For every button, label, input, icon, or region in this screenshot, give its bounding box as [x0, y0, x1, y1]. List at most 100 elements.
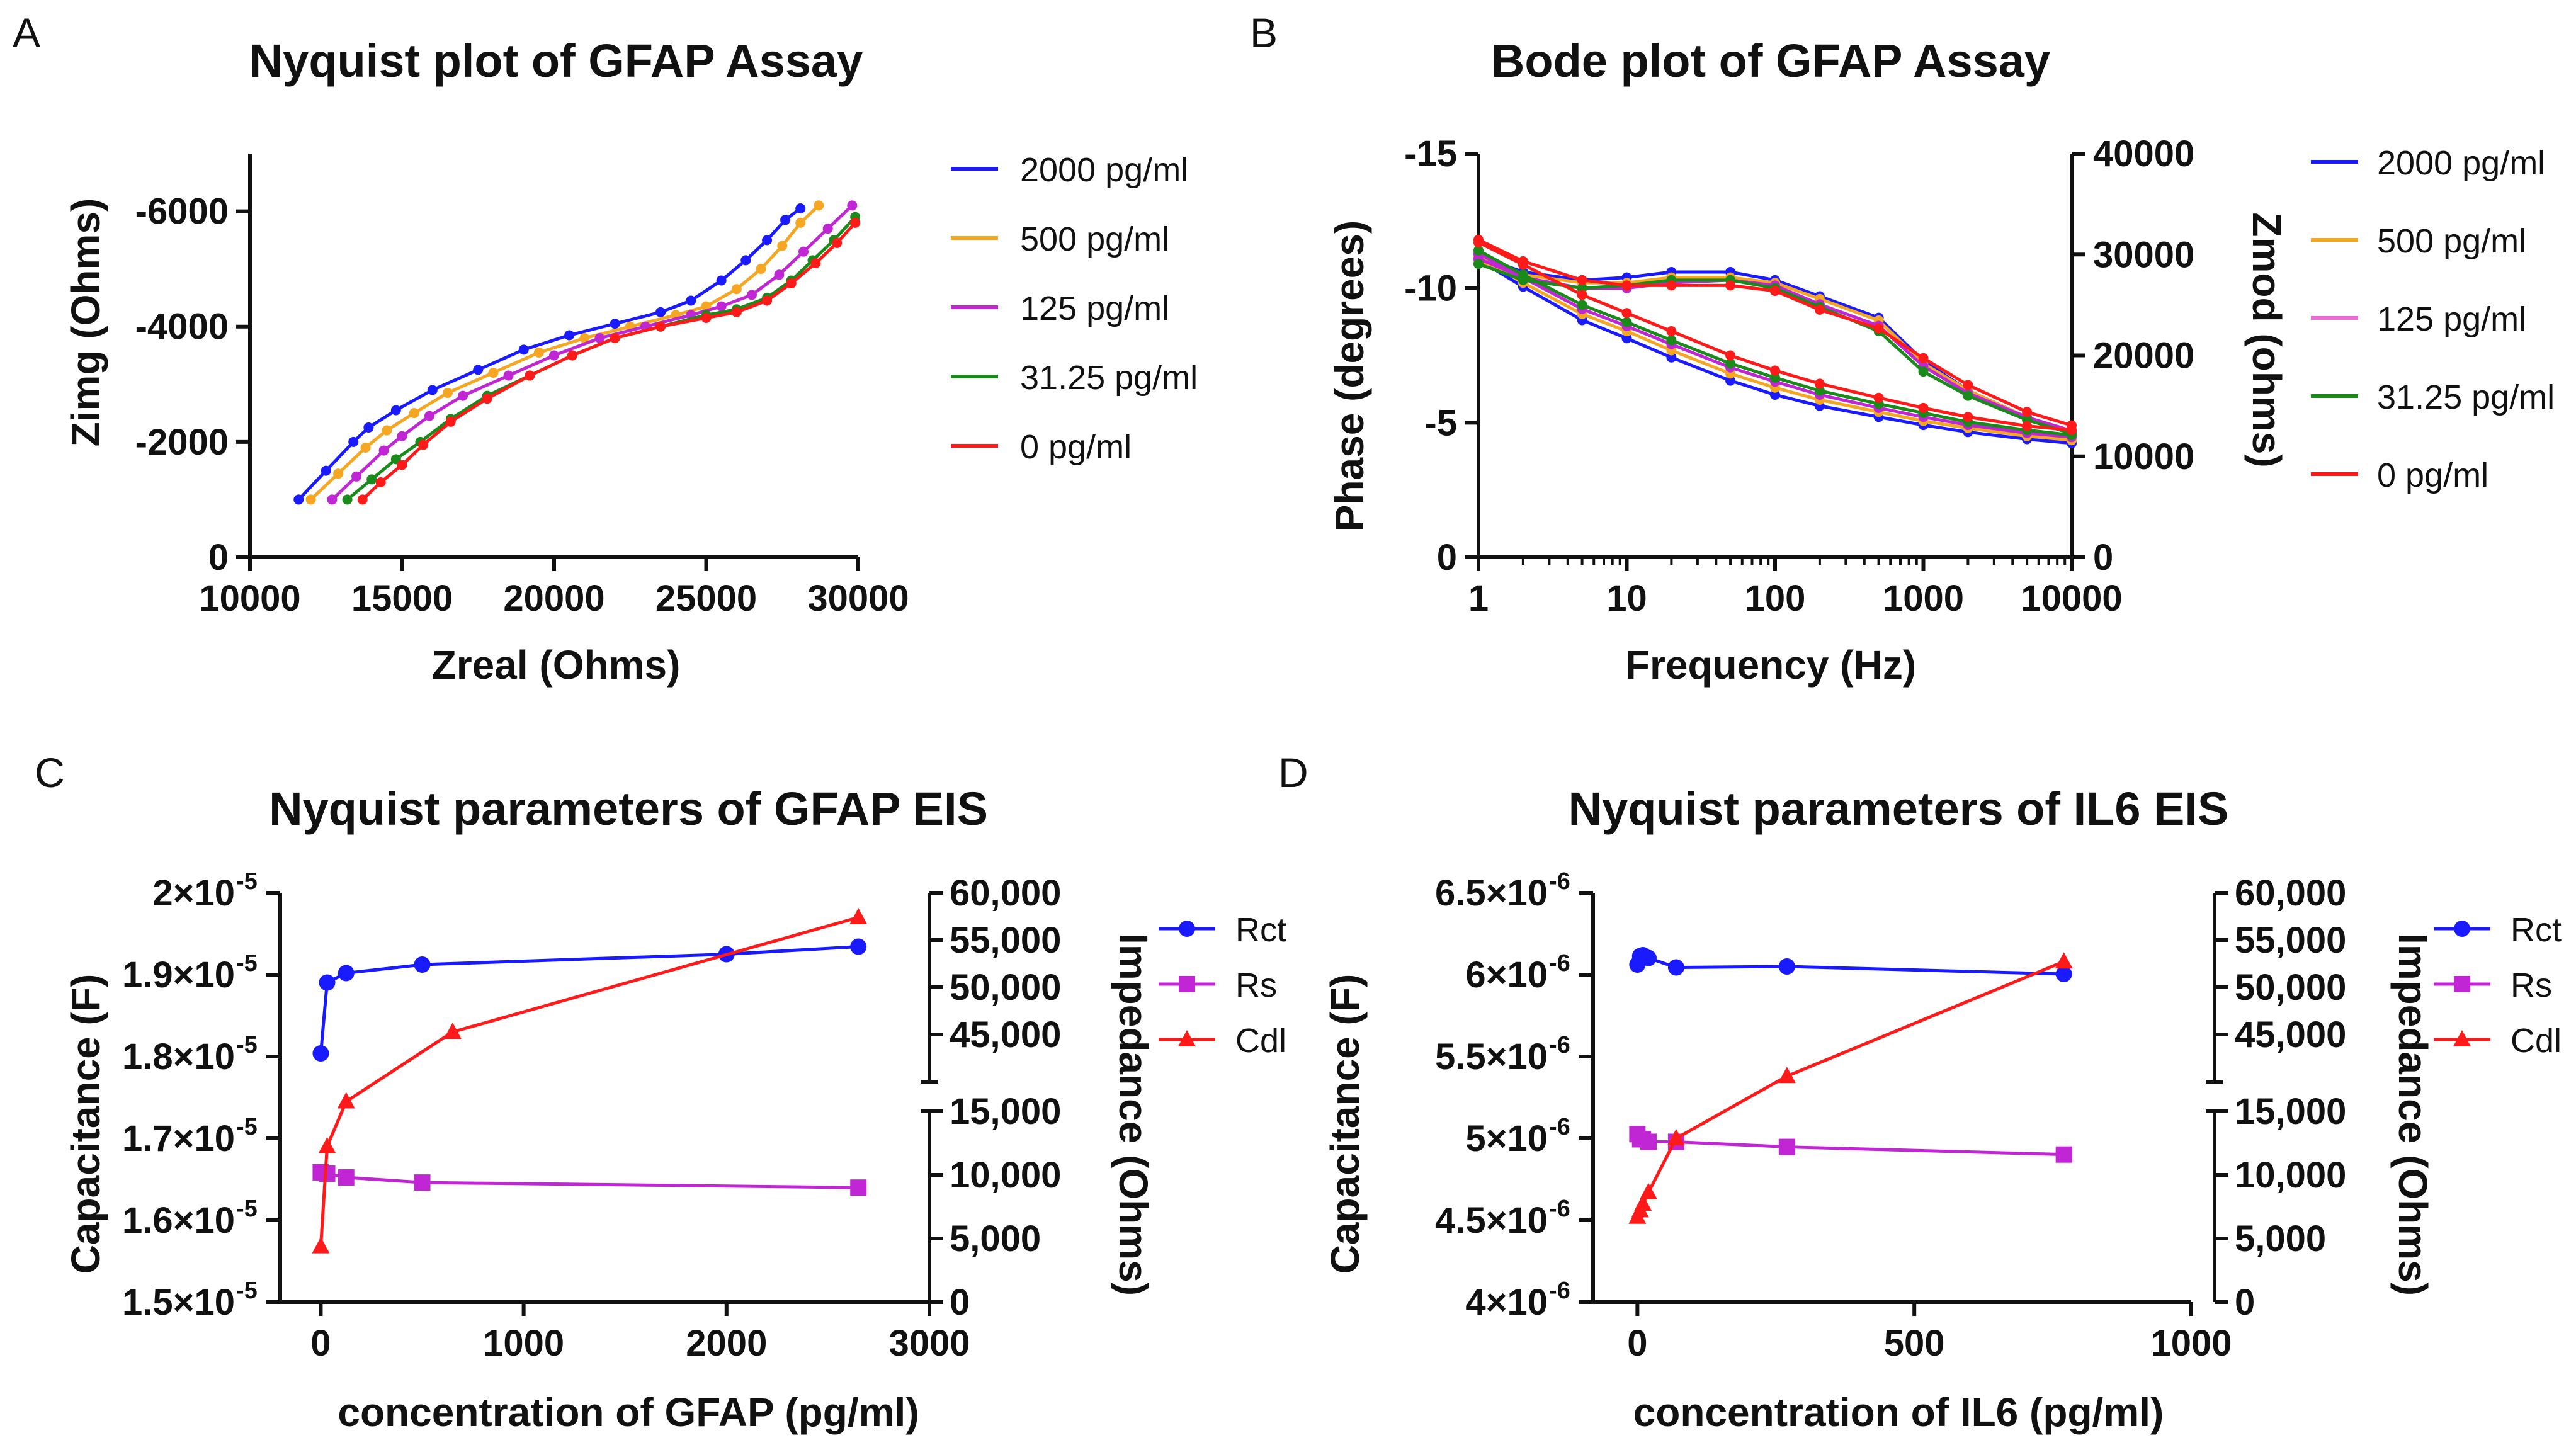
panel-b-phase-point: [1873, 323, 1884, 334]
panel-c-ytick-label: 2×10: [152, 873, 235, 914]
panel-a-point: [594, 333, 605, 344]
panel-d-point-rct: [1640, 949, 1657, 966]
panel-a-axes: 10000 15000 20000 25000 30000 0 -2000 -4000 -600…: [135, 154, 909, 619]
panel-c-y2tick-label: 45,000: [950, 1014, 1061, 1055]
panel-a-xtick-label: 15000: [351, 578, 453, 619]
panel-c-ytick-label: 1.5×10: [122, 1282, 235, 1323]
panel-a-point: [397, 460, 407, 470]
panel-a-point: [293, 494, 304, 505]
panel-a-point: [418, 439, 429, 450]
panel-c-ylabel: Capacitance (F): [63, 974, 108, 1274]
panel-d-ytick-exponent: -6: [1549, 1196, 1570, 1222]
panel-b-legend: 2000 pg/ml 500 pg/ml 125 pg/ml 31.25 pg/ml 0…: [2311, 144, 2555, 494]
panel-a-series: [293, 200, 861, 505]
panel-a-point: [397, 431, 407, 441]
panel-a-point: [798, 246, 809, 257]
panel-a-point: [321, 465, 331, 476]
panel-d-legend-marker: [2453, 1030, 2471, 1046]
panel-b-zmod-point: [1666, 335, 1677, 346]
panel-c-point-rs: [338, 1169, 355, 1186]
panel-b-zmod-point: [1518, 269, 1528, 280]
panel-c-ytick-exponent: -5: [236, 868, 258, 895]
panel-d-legend: Rct Rs Cdl: [2434, 911, 2562, 1060]
panel-b-phase-point: [1473, 259, 1484, 269]
panel-a-point: [409, 408, 419, 419]
panel-a-point: [351, 471, 362, 482]
panel-b-ytick-label: -15: [1404, 133, 1457, 174]
panel-a-point: [716, 301, 727, 312]
panel-d-legend-label: Cdl: [2511, 1022, 2562, 1060]
panel-b-ytick-label: -5: [1424, 402, 1457, 443]
panel-a-point: [579, 333, 590, 344]
panel-d-ytick-label: 5.5×10: [1435, 1036, 1548, 1077]
panel-d-y2tick-label: 0: [2235, 1282, 2255, 1323]
panel-d-y2tick-label: 55,000: [2235, 920, 2346, 961]
panel-a-point: [655, 307, 666, 317]
panel-b-phase-point: [2022, 407, 2033, 417]
panel-d-axes: 6.5×10 -66×10 -65.5×10 -65×10 -64.5×10 -64×10…: [1435, 868, 2346, 1364]
panel-c-ytick-exponent: -5: [236, 950, 258, 977]
panel-d-xtick-label: 0: [1627, 1323, 1647, 1364]
panel-d-point-cdl: [1778, 1067, 1796, 1084]
panel-b-ytick-label: 0: [1437, 537, 1457, 578]
panel-b-legend-label: 2000 pg/ml: [2377, 144, 2545, 182]
panel-a-point: [375, 477, 386, 487]
panel-a-point: [847, 200, 858, 211]
panel-d-ytick-label: 6.5×10: [1435, 873, 1548, 914]
panel-a-ytick-label: 0: [208, 537, 229, 578]
panel-d-letter: D: [1278, 749, 1308, 796]
panel-b-phase-point: [1725, 280, 1736, 291]
panel-b: B Bode plot of GFAP Assay Frequency (Hz)…: [1250, 9, 2555, 688]
panel-c-point-cdl: [443, 1023, 462, 1039]
panel-a-ytick-label: -6000: [135, 191, 229, 232]
panel-a-legend-label: 31.25 pg/ml: [1020, 359, 1198, 397]
panel-c-y2label: Impedance (Ohms): [1111, 933, 1156, 1296]
panel-b-y2label: Zmod (ohms): [2244, 212, 2289, 467]
panel-a-point: [525, 370, 535, 381]
panel-a-point: [686, 295, 696, 306]
panel-c-y2tick-label: 10,000: [950, 1155, 1061, 1196]
panel-c-axes: 2×10 -51.9×10 -51.8×10 -51.7×10 -51.6×10 -51.…: [122, 868, 1061, 1364]
panel-c-y2tick-label: 0: [950, 1282, 970, 1323]
panel-b-zmod-point: [2022, 421, 2033, 431]
panel-a-line-0-pg-ml: [361, 222, 857, 501]
panel-d-ytick-exponent: -6: [1549, 868, 1570, 895]
panel-b-y2tick-label: 40000: [2093, 133, 2194, 174]
panel-b-zmod-point: [1770, 365, 1780, 376]
panel-a-xlabel: Zreal (Ohms): [432, 642, 681, 688]
panel-b-zmod-point: [1621, 308, 1632, 319]
panel-a-point: [390, 405, 401, 416]
panel-a-point: [357, 494, 368, 505]
panel-a-point: [655, 321, 666, 332]
panel-c-y2tick-label: 15,000: [950, 1091, 1061, 1132]
panel-b-zmod-point: [1577, 300, 1587, 310]
panel-b-xtick-label: 1: [1468, 578, 1489, 619]
panel-d-line-rs: [1636, 1133, 2064, 1157]
panel-d-legend-label: Rct: [2511, 911, 2562, 949]
panel-b-phase-point: [1814, 304, 1825, 315]
panel-b-zmod-point: [1873, 392, 1884, 403]
panel-a-legend-label: 125 pg/ml: [1020, 290, 1169, 327]
panel-b-legend-label: 500 pg/ml: [2377, 222, 2526, 260]
panel-a: A Nyquist plot of GFAP Assay Zreal (Ohms…: [13, 9, 1198, 688]
panel-a-point: [731, 284, 742, 295]
panel-a-point: [740, 255, 751, 266]
panel-d-point-cdl: [1639, 1182, 1657, 1199]
panel-a-point: [762, 295, 773, 306]
panel-d-ytick-label: 6×10: [1465, 955, 1548, 995]
panel-d-legend-label: Rs: [2511, 966, 2552, 1004]
panel-c-line-rct: [319, 945, 859, 1054]
panel-a-point: [822, 224, 833, 234]
panel-b-zmod-point: [1918, 402, 1929, 413]
panel-c-point-rct: [414, 956, 431, 973]
panel-b-axes: 1 10 100 1000 100000-5-10-150100002000030000…: [1404, 133, 2194, 619]
panel-b-y2tick-label: 10000: [2093, 436, 2194, 477]
panel-b-phase-point: [1963, 390, 1973, 401]
panel-c-title: Nyquist parameters of GFAP EIS: [269, 783, 988, 835]
panel-a-title: Nyquist plot of GFAP Assay: [249, 35, 863, 87]
panel-a-point: [786, 278, 797, 289]
panel-c-point-rct: [319, 974, 336, 991]
panel-a-point: [366, 474, 377, 485]
panel-b-phase-point: [1770, 285, 1780, 296]
panel-a-point: [360, 443, 371, 453]
